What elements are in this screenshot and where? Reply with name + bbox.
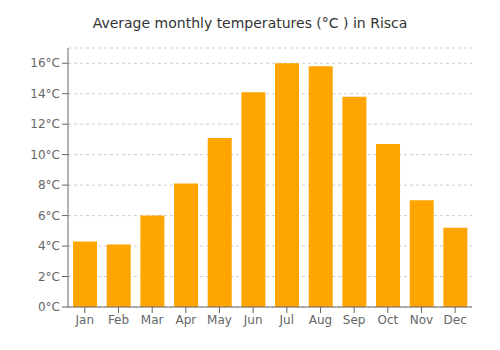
svg-text:10°C: 10°C bbox=[30, 148, 60, 162]
svg-text:Nov: Nov bbox=[410, 313, 433, 327]
svg-text:Apr: Apr bbox=[175, 313, 196, 327]
svg-text:4°C: 4°C bbox=[38, 239, 60, 253]
svg-text:Jan: Jan bbox=[75, 313, 95, 327]
svg-text:16°C: 16°C bbox=[30, 56, 60, 70]
svg-text:Sep: Sep bbox=[343, 313, 366, 327]
svg-text:Mar: Mar bbox=[141, 313, 164, 327]
svg-text:14°C: 14°C bbox=[30, 87, 60, 101]
svg-text:Jun: Jun bbox=[243, 313, 263, 327]
svg-text:Dec: Dec bbox=[444, 313, 467, 327]
svg-text:0°C: 0°C bbox=[38, 300, 60, 314]
svg-text:May: May bbox=[207, 313, 232, 327]
svg-text:Aug: Aug bbox=[309, 313, 332, 327]
svg-text:Jul: Jul bbox=[279, 313, 294, 327]
svg-text:2°C: 2°C bbox=[38, 270, 60, 284]
svg-text:Feb: Feb bbox=[108, 313, 129, 327]
svg-text:8°C: 8°C bbox=[38, 178, 60, 192]
html-text:Average monthly temperatures (: Average monthly temperatures (°C ) in Ri… bbox=[92, 15, 408, 31]
svg-text:12°C: 12°C bbox=[30, 117, 60, 131]
svg-text:6°C: 6°C bbox=[38, 209, 60, 223]
svg-text:Oct: Oct bbox=[377, 313, 398, 327]
